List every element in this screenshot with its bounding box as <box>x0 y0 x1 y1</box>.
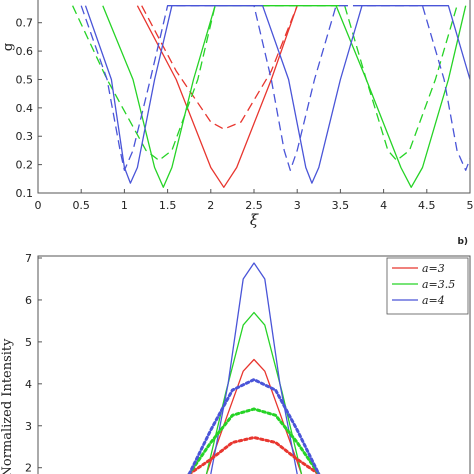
panel-b-series-4 <box>187 407 321 474</box>
panel-b-frame <box>37 255 471 474</box>
panel-b-series-3 <box>187 436 321 474</box>
panel-a-series-5 <box>80 5 471 171</box>
legend-label: a=4 <box>422 294 445 307</box>
legend-label: a=3 <box>422 262 445 275</box>
panel-b-y-tick-label: 6 <box>25 294 32 307</box>
panel-a-y-tick-label: 0.4 <box>16 102 34 115</box>
panel-a-y-ticks: 0.1 0.2 0.3 0.4 0.5 0.6 0.7 <box>16 17 42 200</box>
panel-b-label: b) <box>457 237 468 247</box>
plot-a-area <box>72 5 471 188</box>
panel-a: 0 0.5 1 1.5 2 2.5 3 3.5 4 4.5 5 0.1 0.2 0.3 0.4 0.5 0.6… <box>1 0 474 229</box>
panel-a-x-tick-label: 5 <box>467 199 474 212</box>
panel-a-frame <box>37 0 471 194</box>
panel-b-y-axis-label: Normalized Intensity <box>0 338 15 474</box>
panel-a-y-tick-label: 0.5 <box>16 73 34 86</box>
panel-b: 2 3 4 5 6 7 Normalized Intensity a=3 a=3.5 a=4 <box>0 252 471 474</box>
panel-a-x-tick-label: 3 <box>294 199 301 212</box>
panel-a-series-4 <box>84 5 471 184</box>
panel-a-x-tick-label: 3.5 <box>332 199 350 212</box>
panel-a-series-3 <box>72 5 458 162</box>
panel-a-x-tick-label: 1.5 <box>159 199 177 212</box>
panel-b-series-5 <box>187 378 321 474</box>
panel-b-legend: a=3 a=3.5 a=4 <box>386 257 469 315</box>
panel-a-x-tick-label: 2 <box>207 199 214 212</box>
panel-a-y-tick-label: 0.7 <box>16 17 34 30</box>
panel-a-series-2 <box>102 5 467 188</box>
panel-a-x-tick-label: 2.5 <box>245 199 263 212</box>
panel-b-y-ticks: 2 3 4 5 6 7 <box>25 252 42 474</box>
panel-b-y-tick-label: 5 <box>25 336 32 349</box>
panel-a-x-tick-label: 4.5 <box>418 199 436 212</box>
panel-a-x-ticks: 0 0.5 1 1.5 2 2.5 3 3.5 4 4.5 5 <box>35 189 474 212</box>
panel-b-y-tick-label: 4 <box>25 378 32 391</box>
panel-a-x-tick-label: 0.5 <box>72 199 90 212</box>
panel-a-y-tick-label: 0.3 <box>16 130 34 143</box>
panel-a-y-axis-label: g <box>1 43 16 51</box>
panel-a-x-tick-label: 1 <box>121 199 128 212</box>
panel-a-y-tick-label: 0.2 <box>16 159 34 172</box>
panel-a-x-tick-label: 0 <box>35 199 42 212</box>
legend-box <box>386 257 469 315</box>
panel-b-series-0 <box>205 358 303 474</box>
legend-label: a=3.5 <box>422 278 455 291</box>
panel-b-series-2 <box>210 262 298 474</box>
panel-a-series-0 <box>136 5 298 188</box>
panel-b-y-tick-label: 3 <box>25 420 32 433</box>
panel-a-y-tick-label: 0.6 <box>16 45 34 58</box>
panel-b-y-tick-label: 2 <box>25 462 32 474</box>
plot-b-area <box>187 262 321 474</box>
panel-b-y-tick-label: 7 <box>25 252 32 265</box>
panel-a-y-tick-label: 0.1 <box>16 187 34 200</box>
panel-a-x-tick-label: 4 <box>380 199 387 212</box>
panel-a-x-axis-label: ξ <box>250 211 259 229</box>
panel-a-series-1 <box>141 5 298 130</box>
